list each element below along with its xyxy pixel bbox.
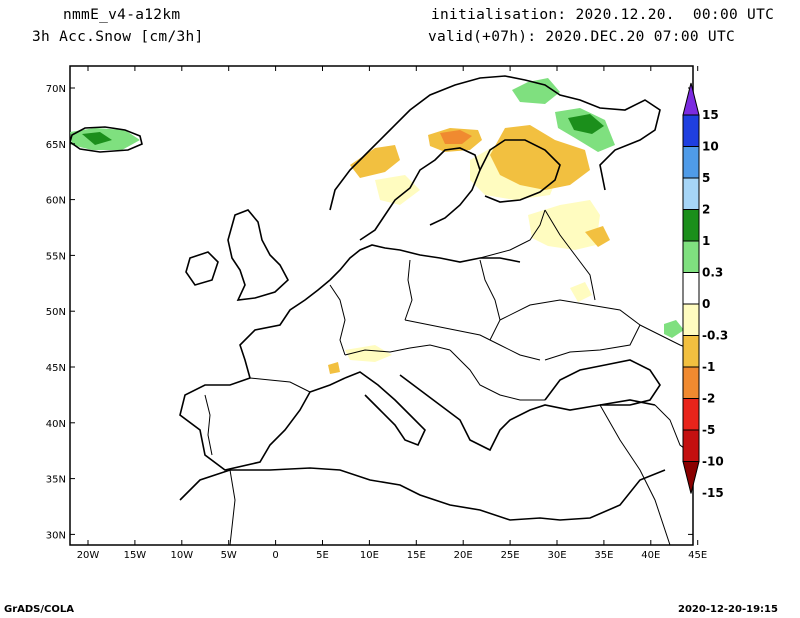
border-france-germany — [329, 284, 346, 356]
colorbar-label: 1 — [702, 234, 710, 248]
shade-orange-russia — [585, 226, 610, 247]
shade-yellow-belarus — [570, 282, 592, 302]
colorbar: 15 10 5 2 1 0.3 0 -0.3 -1 -2 -5 -10 -15 — [682, 82, 728, 500]
lon-label: 0 — [272, 550, 278, 561]
colorbar-label: 15 — [702, 108, 719, 122]
init-time: initialisation: 2020.12.20. 00:00 UTC — [431, 7, 775, 23]
lat-label: 70N — [46, 84, 66, 95]
border-alps — [344, 344, 451, 356]
lon-label: 20E — [454, 550, 473, 561]
coastlines — [70, 75, 666, 521]
colorbar-label: -0.3 — [702, 329, 728, 343]
lon-label: 15W — [124, 550, 147, 561]
lat-label: 30N — [46, 530, 66, 541]
shade-darkorange-lapland — [440, 130, 472, 144]
longitude-axis: 20W 15W 10W 5W 0 5E 10E 15E 20E 25E 30E 35E 40E 45E — [77, 66, 707, 561]
coast-north-africa — [179, 467, 666, 521]
border-africa — [229, 469, 236, 545]
colorbar-box — [682, 398, 700, 431]
lat-label: 60N — [46, 196, 66, 207]
lon-label: 10E — [360, 550, 379, 561]
lat-label: 50N — [46, 307, 66, 318]
coast-scandinavia — [329, 75, 661, 211]
lat-label: 35N — [46, 475, 66, 486]
lon-label: 10W — [170, 550, 193, 561]
shade-green-caucasus — [664, 320, 684, 338]
colorbar-box — [682, 146, 700, 179]
colorbar-box — [682, 209, 700, 242]
colorbar-box — [682, 240, 700, 273]
lat-label: 45N — [46, 363, 66, 374]
border-russia-belarus — [544, 209, 596, 301]
colorbar-label: -2 — [702, 392, 715, 406]
coast-ireland — [185, 251, 219, 286]
colorbar-arrow-bottom — [682, 461, 700, 494]
model-name: nmmE_v4-a12km — [63, 7, 181, 23]
lon-label: 5W — [221, 550, 237, 561]
colorbar-box — [682, 272, 700, 305]
shade-orange-alps — [328, 362, 340, 374]
coast-italy — [344, 371, 426, 447]
shade-orange-karelia — [490, 125, 590, 190]
footer-right: 2020-12-20-19:15 — [678, 604, 778, 615]
colorbar-box — [682, 303, 700, 336]
colorbar-box — [682, 366, 700, 399]
border-germany-poland — [404, 259, 413, 321]
lon-label: 15E — [407, 550, 426, 561]
shade-darkgreen-whitesea — [568, 114, 604, 134]
lon-label: 40E — [641, 550, 660, 561]
shade-orange-norway — [350, 145, 400, 178]
border-spain-portugal — [204, 394, 213, 456]
colorbar-label: -5 — [702, 423, 715, 437]
colorbar-label: -10 — [702, 455, 724, 469]
lon-label: 20W — [77, 550, 100, 561]
shade-darkgreen-iceland — [82, 132, 112, 145]
colorbar-label: 10 — [702, 140, 719, 154]
colorbar-box — [682, 177, 700, 210]
snow-shading — [70, 78, 684, 374]
lon-label: 30E — [547, 550, 566, 561]
coast-britain — [227, 209, 289, 301]
lat-label: 65N — [46, 140, 66, 151]
valid-time: valid(+07h): 2020.DEC.20 07:00 UTC — [428, 29, 736, 45]
border-ukraine — [499, 299, 641, 361]
colorbar-label: -1 — [702, 360, 715, 374]
colorbar-label: 0 — [702, 297, 710, 311]
colorbar-label: 5 — [702, 171, 710, 185]
coast-iceland — [70, 126, 143, 153]
lon-label: 35E — [594, 550, 613, 561]
border-baltics — [479, 209, 546, 259]
coast-balkans — [399, 374, 656, 452]
lon-label: 45E — [688, 550, 707, 561]
shade-yellow-alps — [345, 345, 392, 362]
colorbar-box — [682, 335, 700, 368]
lat-label: 55N — [46, 251, 66, 262]
lon-label: 25E — [501, 550, 520, 561]
shade-green-kola — [512, 78, 560, 104]
lat-label: 40N — [46, 419, 66, 430]
colorbar-label: 2 — [702, 203, 710, 217]
border-poland-east — [479, 259, 501, 341]
field-name: 3h Acc.Snow [cm/3h] — [32, 29, 204, 45]
coast-baltic-sweden — [359, 147, 481, 241]
border-middle-east — [599, 404, 671, 545]
colorbar-box — [682, 114, 700, 147]
coast-mainland-west — [179, 279, 346, 471]
border-spain-france — [249, 377, 311, 393]
coast-finland — [479, 139, 561, 203]
border-balkans — [449, 349, 545, 401]
lon-label: 5E — [316, 550, 329, 561]
shade-yellow-sweden — [375, 175, 420, 205]
map-plot: 20W 15W 10W 5W 0 5E 10E 15E 20E 25E 30E 35E 40E 45E 7… — [46, 65, 707, 561]
colorbar-label: 0.3 — [702, 266, 723, 280]
colorbar-box — [682, 429, 700, 462]
footer-left: GrADS/COLA — [4, 604, 74, 615]
coast-black-sea — [544, 359, 661, 406]
border-central-europe — [404, 319, 541, 361]
colorbar-label: -15 — [702, 486, 724, 500]
